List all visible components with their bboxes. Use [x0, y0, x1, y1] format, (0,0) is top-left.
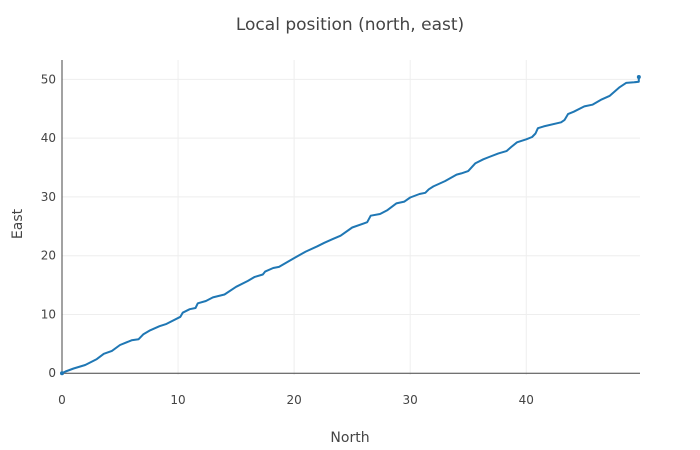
x-tick-label: 20	[286, 393, 301, 407]
chart-title: Local position (north, east)	[236, 15, 464, 35]
y-axis-label: East	[10, 208, 26, 239]
x-tick-label: 10	[170, 393, 185, 407]
x-axis-label: North	[330, 430, 369, 446]
grid-layer	[62, 60, 640, 375]
y-tick-label: 40	[41, 131, 56, 145]
x-tick-label: 0	[58, 393, 66, 407]
y-tick-label: 30	[41, 190, 56, 204]
series-layer	[60, 75, 641, 376]
tick-layer: 0 10 20 30 40 0 10 20 30 40 50	[41, 72, 534, 407]
x-tick-label: 30	[403, 393, 418, 407]
x-tick-label: 40	[519, 393, 534, 407]
axis-layer	[61, 60, 640, 375]
series-start-point	[60, 371, 64, 376]
y-tick-label: 50	[41, 72, 56, 86]
series-line	[61, 76, 640, 375]
y-tick-label: 0	[48, 366, 56, 380]
series-end-point	[636, 75, 641, 80]
y-tick-label: 10	[41, 307, 56, 321]
y-tick-label: 20	[41, 249, 56, 263]
